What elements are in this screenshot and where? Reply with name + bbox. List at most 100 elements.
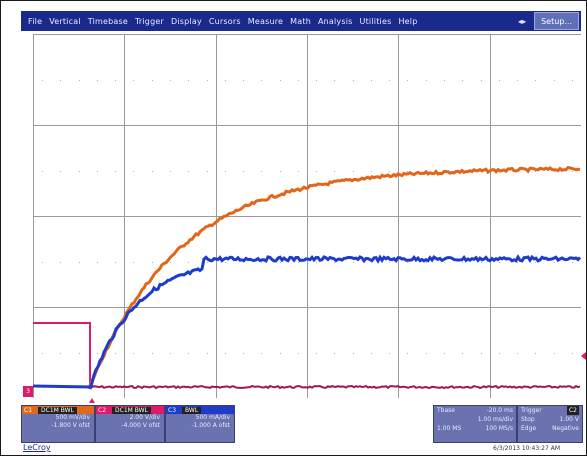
grid-dot	[152, 80, 153, 81]
channel-2-descriptor[interactable]: C2 DC1M BWL 2.00 V/div -4.000 V ofst	[95, 405, 165, 443]
grid-dot	[481, 262, 482, 263]
setup-button[interactable]: Setup...	[534, 12, 579, 30]
channel-1-coupling: DC1M BWL	[38, 406, 77, 414]
channel-3-offset: -1.000 A ofst	[191, 422, 230, 429]
grid-dot	[572, 353, 573, 354]
grid-dot	[115, 262, 116, 263]
grid-dot	[280, 80, 281, 81]
trigger-position-marker[interactable]	[89, 398, 95, 403]
trace-c2-baseline	[89, 384, 581, 390]
grid-dot	[407, 262, 408, 263]
trigger-mode: Stop	[521, 416, 535, 423]
grid-dot	[407, 171, 408, 172]
grid-dot	[407, 80, 408, 81]
grid-dot	[152, 353, 153, 354]
grid-dot	[79, 80, 80, 81]
trigger-label: Trigger	[521, 407, 542, 414]
grid-dot	[243, 80, 244, 81]
channel-ground-marker[interactable]: 3	[23, 386, 33, 397]
channel-2-name: C2	[98, 406, 107, 414]
scroll-arrows-icon[interactable]: ◂▸	[518, 16, 527, 26]
channel-3-scale: 500 mA/div	[195, 414, 230, 421]
waveform-display[interactable]	[33, 34, 581, 398]
grid-dot	[152, 262, 153, 263]
grid-dot	[188, 353, 189, 354]
grid-dot	[353, 171, 354, 172]
grid-dot	[462, 353, 463, 354]
grid-dot	[389, 353, 390, 354]
menu-file[interactable]: File	[28, 16, 43, 26]
grid-dot	[389, 171, 390, 172]
grid-dot	[298, 353, 299, 354]
grid-dot	[42, 80, 43, 81]
grid-dot	[207, 262, 208, 263]
grid-dot	[554, 353, 555, 354]
trigger-descriptor[interactable]: Trigger C2 Stop 1.00 V Edge Negative	[517, 405, 583, 443]
grid-dot	[298, 171, 299, 172]
menu-help[interactable]: Help	[398, 16, 418, 26]
grid-dot	[60, 80, 61, 81]
grid-dot	[42, 353, 43, 354]
waveform-grid	[33, 34, 581, 398]
menu-analysis[interactable]: Analysis	[317, 16, 353, 26]
grid-dot	[280, 171, 281, 172]
timebase-delay: -20.0 ms	[486, 407, 513, 414]
grid-dot	[42, 171, 43, 172]
menu-math[interactable]: Math	[290, 16, 311, 26]
menu-trigger[interactable]: Trigger	[134, 16, 164, 26]
grid-dot	[499, 80, 500, 81]
trigger-level: 1.00 V	[559, 416, 579, 423]
grid-dot	[60, 171, 61, 172]
grid-dot	[79, 171, 80, 172]
channel-3-coupling: BWL	[182, 406, 202, 414]
grid-dot	[316, 353, 317, 354]
grid-dot	[535, 353, 536, 354]
grid-dot	[280, 262, 281, 263]
grid-dot	[133, 262, 134, 263]
menu-vertical[interactable]: Vertical	[49, 16, 81, 26]
grid-dot	[481, 80, 482, 81]
grid-dot	[188, 171, 189, 172]
grid-dot	[371, 80, 372, 81]
grid-dot	[316, 171, 317, 172]
grid-dot	[572, 171, 573, 172]
grid-dot	[280, 353, 281, 354]
grid-dot	[243, 171, 244, 172]
channel-3-descriptor[interactable]: C3 BWL 500 mA/div -1.000 A ofst	[165, 405, 235, 443]
grid-dot	[389, 262, 390, 263]
trace-c3	[33, 254, 581, 390]
menu-display[interactable]: Display	[170, 16, 202, 26]
channel-1-descriptor[interactable]: C1 DC1M BWL 500 mV/div -1.800 V ofst	[21, 405, 95, 443]
grid-dot	[261, 80, 262, 81]
grid-dot	[60, 353, 61, 354]
grid-dot	[298, 80, 299, 81]
grid-dot	[334, 262, 335, 263]
grid-dot	[298, 262, 299, 263]
grid-dot	[170, 262, 171, 263]
menu-utilities[interactable]: Utilities	[359, 16, 392, 26]
grid-dot	[243, 353, 244, 354]
grid-dot	[554, 80, 555, 81]
grid-dot	[225, 171, 226, 172]
grid-dot	[316, 262, 317, 263]
graticule-dots	[42, 80, 573, 354]
menu-bar: File Vertical Timebase Trigger Display C…	[21, 11, 581, 31]
grid-dot	[60, 262, 61, 263]
menu-measure[interactable]: Measure	[247, 16, 284, 26]
timebase-descriptor[interactable]: Tbase -20.0 ms 1.00 ms/div 1.00 MS 100 MS/…	[433, 405, 517, 443]
trigger-source: C2	[566, 406, 579, 415]
grid-dot	[371, 262, 372, 263]
channel-2-scale: 2.00 V/div	[129, 414, 160, 421]
menu-cursors[interactable]: Cursors	[208, 16, 241, 26]
trigger-level-marker[interactable]	[581, 352, 586, 360]
grid-dot	[97, 262, 98, 263]
grid-dot	[334, 353, 335, 354]
grid-dot	[133, 80, 134, 81]
grid-dot	[572, 262, 573, 263]
grid-dot	[517, 262, 518, 263]
grid-dot	[261, 171, 262, 172]
menu-timebase[interactable]: Timebase	[87, 16, 128, 26]
grid-dot	[207, 353, 208, 354]
grid-dot	[499, 353, 500, 354]
